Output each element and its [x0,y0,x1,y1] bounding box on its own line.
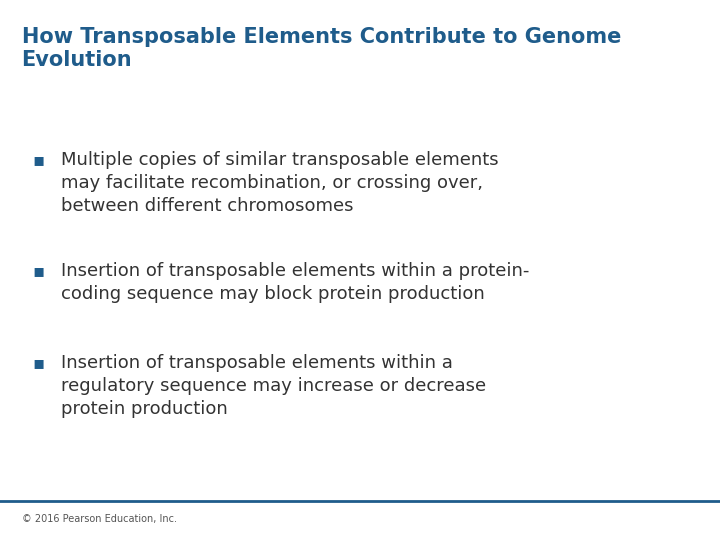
Text: Insertion of transposable elements within a
regulatory sequence may increase or : Insertion of transposable elements withi… [61,354,486,417]
Text: Multiple copies of similar transposable elements
may facilitate recombination, o: Multiple copies of similar transposable … [61,151,499,215]
Text: Insertion of transposable elements within a protein-
coding sequence may block p: Insertion of transposable elements withi… [61,262,530,303]
Text: ▪: ▪ [32,354,45,372]
Text: © 2016 Pearson Education, Inc.: © 2016 Pearson Education, Inc. [22,514,176,524]
Text: ▪: ▪ [32,262,45,280]
Text: ▪: ▪ [32,151,45,169]
Text: How Transposable Elements Contribute to Genome
Evolution: How Transposable Elements Contribute to … [22,27,621,70]
